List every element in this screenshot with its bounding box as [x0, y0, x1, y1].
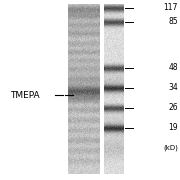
Text: 48: 48 [168, 64, 178, 73]
Text: TMEPA: TMEPA [10, 91, 40, 100]
Text: 117: 117 [164, 3, 178, 12]
Text: 26: 26 [168, 103, 178, 112]
Text: 34: 34 [168, 84, 178, 93]
Text: 85: 85 [168, 17, 178, 26]
Text: (kD): (kD) [163, 145, 178, 151]
Text: 19: 19 [168, 123, 178, 132]
